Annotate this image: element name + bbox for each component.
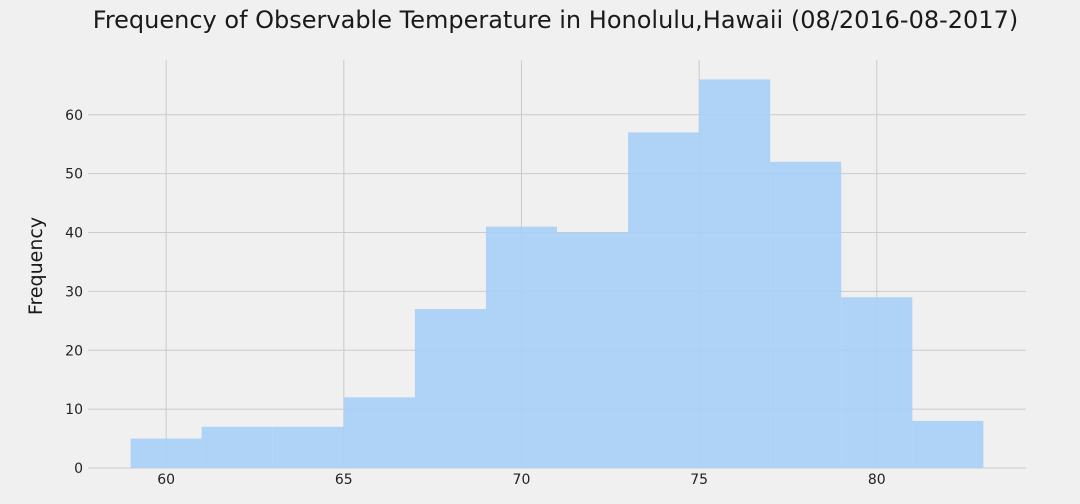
- x-tick-label: 60: [157, 472, 175, 488]
- x-tick-label: 80: [868, 472, 886, 488]
- histogram-bar: [130, 438, 202, 468]
- bars-layer: [130, 79, 984, 468]
- y-tick-label: 60: [65, 108, 83, 124]
- x-tick-label: 70: [513, 472, 531, 488]
- x-tick-label: 65: [335, 472, 353, 488]
- histogram-bar: [628, 132, 700, 468]
- x-tick-label: 75: [690, 472, 708, 488]
- histogram-bar: [201, 426, 273, 468]
- histogram-bar: [841, 297, 913, 468]
- histogram-bar: [557, 232, 629, 468]
- y-tick-label: 30: [65, 284, 83, 300]
- y-tick-label: 50: [65, 167, 83, 183]
- histogram-bar: [912, 420, 984, 468]
- y-tick-label: 20: [65, 343, 83, 359]
- histogram-bar: [272, 426, 344, 468]
- chart-title: Frequency of Observable Temperature in H…: [92, 6, 1019, 34]
- y-tick-label: 0: [74, 461, 83, 477]
- histogram-bar: [485, 226, 557, 468]
- ticks-layer: 60 65 70 75 80 0 10 20 30 40 50 60: [65, 108, 886, 488]
- histogram-bar: [770, 161, 842, 468]
- y-tick-label: 10: [65, 402, 83, 418]
- histogram-bar: [414, 309, 486, 468]
- histogram-bar: [343, 397, 415, 468]
- histogram-bar: [699, 79, 771, 468]
- y-tick-label: 40: [65, 226, 83, 242]
